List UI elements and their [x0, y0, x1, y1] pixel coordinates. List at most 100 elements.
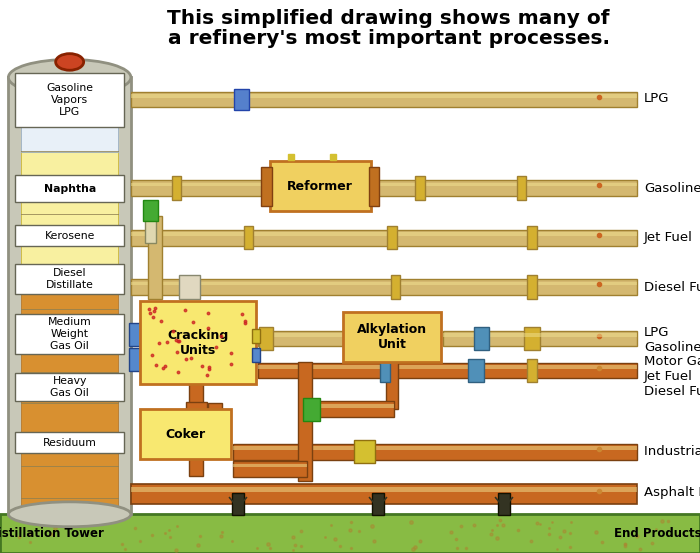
- Bar: [258, 331, 345, 346]
- Text: Kerosene: Kerosene: [45, 231, 94, 241]
- Bar: [298, 362, 312, 481]
- Bar: [189, 432, 203, 476]
- Bar: [304, 404, 394, 408]
- Bar: [129, 323, 147, 346]
- Bar: [233, 446, 637, 450]
- Text: Cracking
Units: Cracking Units: [167, 329, 228, 357]
- Bar: [15, 373, 124, 401]
- Bar: [131, 279, 637, 295]
- Text: Motor Gasoline
Jet Fuel
Diesel Fuel: Motor Gasoline Jet Fuel Diesel Fuel: [644, 354, 700, 398]
- Ellipse shape: [8, 502, 131, 526]
- Bar: [140, 301, 256, 384]
- Bar: [21, 77, 118, 152]
- Text: Medium
Weight
Gas Oil: Medium Weight Gas Oil: [48, 317, 92, 351]
- Text: Naphtha: Naphtha: [43, 184, 96, 194]
- Bar: [131, 484, 637, 504]
- Bar: [208, 403, 222, 453]
- Ellipse shape: [55, 54, 83, 70]
- Bar: [261, 167, 272, 206]
- Bar: [15, 264, 124, 294]
- Bar: [415, 176, 425, 200]
- Text: Industrial Fuel: Industrial Fuel: [644, 445, 700, 458]
- Text: a refinery's most important processes.: a refinery's most important processes.: [167, 29, 610, 48]
- Text: Asphalt Base: Asphalt Base: [644, 486, 700, 499]
- Bar: [178, 275, 199, 299]
- Bar: [131, 230, 637, 246]
- Bar: [0, 514, 700, 553]
- Bar: [131, 180, 271, 196]
- Bar: [259, 327, 273, 350]
- Bar: [15, 73, 124, 127]
- Bar: [258, 363, 637, 378]
- Bar: [252, 348, 260, 362]
- Bar: [391, 275, 400, 299]
- Bar: [131, 92, 637, 107]
- Bar: [387, 226, 397, 249]
- Bar: [369, 167, 379, 206]
- Text: LPG: LPG: [644, 92, 669, 105]
- Text: Gasoline
Vapors
LPG: Gasoline Vapors LPG: [46, 84, 93, 117]
- Bar: [233, 461, 307, 477]
- Bar: [148, 216, 162, 299]
- Bar: [304, 401, 394, 417]
- Bar: [143, 200, 158, 221]
- Bar: [131, 281, 637, 285]
- Bar: [270, 161, 371, 211]
- Bar: [15, 314, 124, 354]
- Bar: [372, 493, 384, 515]
- Text: Gasoline: Gasoline: [644, 181, 700, 195]
- Bar: [374, 180, 637, 196]
- Bar: [140, 409, 231, 459]
- Bar: [343, 312, 441, 362]
- Ellipse shape: [8, 59, 131, 95]
- Text: Jet Fuel: Jet Fuel: [644, 231, 693, 244]
- Bar: [380, 359, 390, 382]
- Bar: [233, 444, 637, 460]
- Bar: [498, 493, 510, 515]
- Bar: [145, 218, 156, 243]
- Bar: [244, 226, 253, 249]
- Text: End Products: End Products: [614, 526, 700, 540]
- Text: Distillation Tower: Distillation Tower: [0, 526, 104, 540]
- Text: LPG
Gasoline: LPG Gasoline: [644, 326, 700, 354]
- Bar: [443, 333, 637, 337]
- Bar: [234, 88, 249, 111]
- Bar: [15, 175, 124, 202]
- Bar: [189, 380, 203, 410]
- Bar: [131, 94, 637, 98]
- Bar: [524, 327, 540, 350]
- Bar: [172, 176, 181, 200]
- Bar: [527, 226, 537, 249]
- Bar: [527, 359, 537, 382]
- Bar: [443, 331, 637, 346]
- Bar: [354, 440, 374, 463]
- Bar: [474, 327, 489, 350]
- Bar: [21, 152, 118, 270]
- Text: This simplified drawing shows many of: This simplified drawing shows many of: [167, 9, 610, 28]
- Bar: [252, 329, 260, 343]
- Bar: [8, 77, 131, 514]
- Bar: [15, 225, 124, 246]
- Text: Alkylation
Unit: Alkylation Unit: [357, 324, 427, 351]
- Bar: [131, 182, 271, 186]
- Bar: [21, 270, 118, 514]
- Bar: [302, 398, 321, 421]
- Bar: [129, 348, 147, 371]
- Text: Diesel Fuel: Diesel Fuel: [644, 280, 700, 294]
- Text: Residuum: Residuum: [43, 438, 97, 448]
- Bar: [258, 365, 637, 369]
- Text: Reformer: Reformer: [287, 180, 354, 193]
- Bar: [386, 359, 398, 409]
- Bar: [131, 232, 637, 236]
- Bar: [186, 402, 206, 413]
- Bar: [15, 432, 124, 453]
- Bar: [374, 182, 637, 186]
- Bar: [258, 333, 345, 337]
- Text: Heavy
Gas Oil: Heavy Gas Oil: [50, 376, 89, 398]
- Text: Coker: Coker: [165, 427, 206, 441]
- Bar: [527, 275, 537, 299]
- Bar: [232, 493, 244, 515]
- Bar: [233, 463, 307, 467]
- Bar: [131, 487, 637, 492]
- Bar: [517, 176, 526, 200]
